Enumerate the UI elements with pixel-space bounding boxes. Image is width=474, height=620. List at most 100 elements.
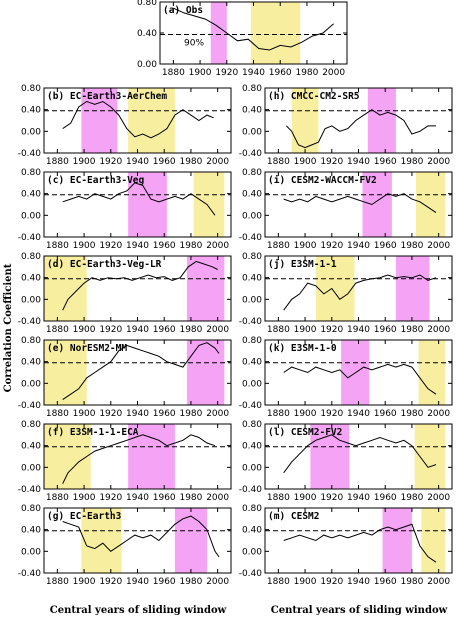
xtick-label-k-6: 2000 xyxy=(427,409,450,419)
xtick-label-c-4: 1960 xyxy=(153,241,176,251)
ytick-label-c-0: -0.40 xyxy=(18,233,42,243)
xtick-label-d-1: 1900 xyxy=(73,325,96,335)
xtick-label-g-0: 1880 xyxy=(46,577,69,587)
x-axis-title-left: Central years of sliding window xyxy=(50,605,227,616)
ytick-label-l-0: -0.40 xyxy=(239,485,263,495)
panel-c: -0.40 0.00 0.40 0.80 1880 1900 1920 1940 1960 198… xyxy=(18,168,232,251)
xtick-label-d-6: 2000 xyxy=(206,325,229,335)
panel-m: -0.40 0.00 0.40 0.80 1880 1900 1920 1940 1960 198… xyxy=(239,504,453,587)
series-line-b-0 xyxy=(62,100,214,139)
xtick-label-g-2: 1920 xyxy=(99,577,122,587)
xtick-label-e-3: 1940 xyxy=(126,409,149,419)
ytick-label-m-3: 0.80 xyxy=(242,504,262,514)
band-m-1 xyxy=(421,508,446,573)
panel-title-d: (d) EC-Earth3-Veg-LR xyxy=(47,259,162,270)
ytick-label-b-1: 0.00 xyxy=(21,127,41,137)
ytick-label-k-0: -0.40 xyxy=(239,401,263,411)
xtick-label-a-2: 1920 xyxy=(215,68,238,78)
band-k-1 xyxy=(418,340,446,405)
xtick-label-m-4: 1960 xyxy=(374,577,397,587)
series-line-m-0 xyxy=(283,523,437,563)
band-d-1 xyxy=(186,256,225,321)
panel-title-j: (j) E3SM-1-1 xyxy=(268,259,337,270)
xtick-label-c-1: 1900 xyxy=(73,241,96,251)
x-axis-title-right: Central years of sliding window xyxy=(271,605,448,616)
xtick-label-d-5: 1980 xyxy=(179,325,202,335)
panel-title-h: (h) CMCC-CM2-SR5 xyxy=(268,91,360,102)
xtick-label-e-6: 2000 xyxy=(206,409,229,419)
xtick-label-h-0: 1880 xyxy=(267,157,290,167)
xtick-label-a-5: 1980 xyxy=(295,68,318,78)
ytick-label-j-1: 0.00 xyxy=(242,295,262,305)
panel-title-l: (l) CESM2-FV2 xyxy=(268,427,342,438)
ytick-label-i-2: 0.40 xyxy=(242,190,262,200)
ytick-label-b-0: -0.40 xyxy=(18,149,42,159)
ytick-label-e-3: 0.80 xyxy=(21,336,41,346)
band-e-0 xyxy=(44,340,87,405)
series-line-j-0 xyxy=(283,274,437,311)
ytick-label-a-2: 0.80 xyxy=(137,0,157,8)
band-l-0 xyxy=(310,424,350,489)
band-h-0 xyxy=(291,88,319,153)
xtick-label-a-6: 2000 xyxy=(322,68,345,78)
series-line-i-0 xyxy=(283,193,437,214)
xtick-label-k-1: 1900 xyxy=(294,409,317,419)
band-f-0 xyxy=(44,424,91,489)
ytick-label-a-0: 0.00 xyxy=(137,60,157,70)
xtick-label-b-5: 1980 xyxy=(179,157,202,167)
band-b-1 xyxy=(128,88,175,153)
xtick-label-a-1: 1900 xyxy=(189,68,212,78)
xtick-label-c-2: 1920 xyxy=(99,241,122,251)
xtick-label-d-4: 1960 xyxy=(153,325,176,335)
band-i-0 xyxy=(362,172,392,237)
ytick-label-h-0: -0.40 xyxy=(239,149,263,159)
xtick-label-i-1: 1900 xyxy=(294,241,317,251)
series-line-e-0 xyxy=(62,342,220,401)
xtick-label-d-2: 1920 xyxy=(99,325,122,335)
xtick-label-f-2: 1920 xyxy=(99,493,122,503)
xtick-label-j-5: 1980 xyxy=(400,325,423,335)
xtick-label-g-4: 1960 xyxy=(153,577,176,587)
ytick-label-k-1: 0.00 xyxy=(242,379,262,389)
xtick-label-b-0: 1880 xyxy=(46,157,69,167)
ytick-label-e-1: 0.00 xyxy=(21,379,41,389)
xtick-label-i-5: 1980 xyxy=(400,241,423,251)
panel-f: -0.40 0.00 0.40 0.80 1880 1900 1920 1940 1960 198… xyxy=(18,420,232,503)
xtick-label-g-5: 1980 xyxy=(179,577,202,587)
xtick-label-j-6: 2000 xyxy=(427,325,450,335)
xtick-label-k-3: 1940 xyxy=(347,409,370,419)
ytick-label-b-2: 0.40 xyxy=(21,106,41,116)
xtick-label-j-2: 1920 xyxy=(320,325,343,335)
xtick-label-j-1: 1900 xyxy=(294,325,317,335)
xtick-label-d-0: 1880 xyxy=(46,325,69,335)
band-b-0 xyxy=(81,88,118,153)
band-f-1 xyxy=(128,424,175,489)
xtick-label-l-0: 1880 xyxy=(267,493,290,503)
panel-e: -0.40 0.00 0.40 0.80 1880 1900 1920 1940 1960 198… xyxy=(18,336,232,419)
xtick-label-l-1: 1900 xyxy=(294,493,317,503)
panel-d: -0.40 0.00 0.40 0.80 1880 1900 1920 1940 1960 198… xyxy=(18,252,232,335)
xtick-label-b-3: 1940 xyxy=(126,157,149,167)
xtick-label-l-2: 1920 xyxy=(320,493,343,503)
panel-j: -0.40 0.00 0.40 0.80 1880 1900 1920 1940 1960 198… xyxy=(239,252,453,335)
xtick-label-h-3: 1940 xyxy=(347,157,370,167)
xtick-label-i-6: 2000 xyxy=(427,241,450,251)
xtick-label-b-4: 1960 xyxy=(153,157,176,167)
xtick-label-f-4: 1960 xyxy=(153,493,176,503)
xtick-label-l-6: 2000 xyxy=(427,493,450,503)
series-line-g-0 xyxy=(62,515,220,558)
ytick-label-e-0: -0.40 xyxy=(18,401,42,411)
xtick-label-c-6: 2000 xyxy=(206,241,229,251)
xtick-label-j-3: 1940 xyxy=(347,325,370,335)
xtick-label-e-4: 1960 xyxy=(153,409,176,419)
panel-title-i: (i) CESM2-WACCM-FV2 xyxy=(268,175,377,186)
xtick-label-f-0: 1880 xyxy=(46,493,69,503)
xtick-label-m-5: 1980 xyxy=(400,577,423,587)
panel-i: -0.40 0.00 0.40 0.80 1880 1900 1920 1940 1960 198… xyxy=(239,168,453,251)
xtick-label-f-1: 1900 xyxy=(73,493,96,503)
panel-title-g: (g) EC-Earth3 xyxy=(47,511,122,522)
xtick-label-g-3: 1940 xyxy=(126,577,149,587)
ytick-label-d-1: 0.00 xyxy=(21,295,41,305)
ytick-label-l-2: 0.40 xyxy=(242,442,262,452)
